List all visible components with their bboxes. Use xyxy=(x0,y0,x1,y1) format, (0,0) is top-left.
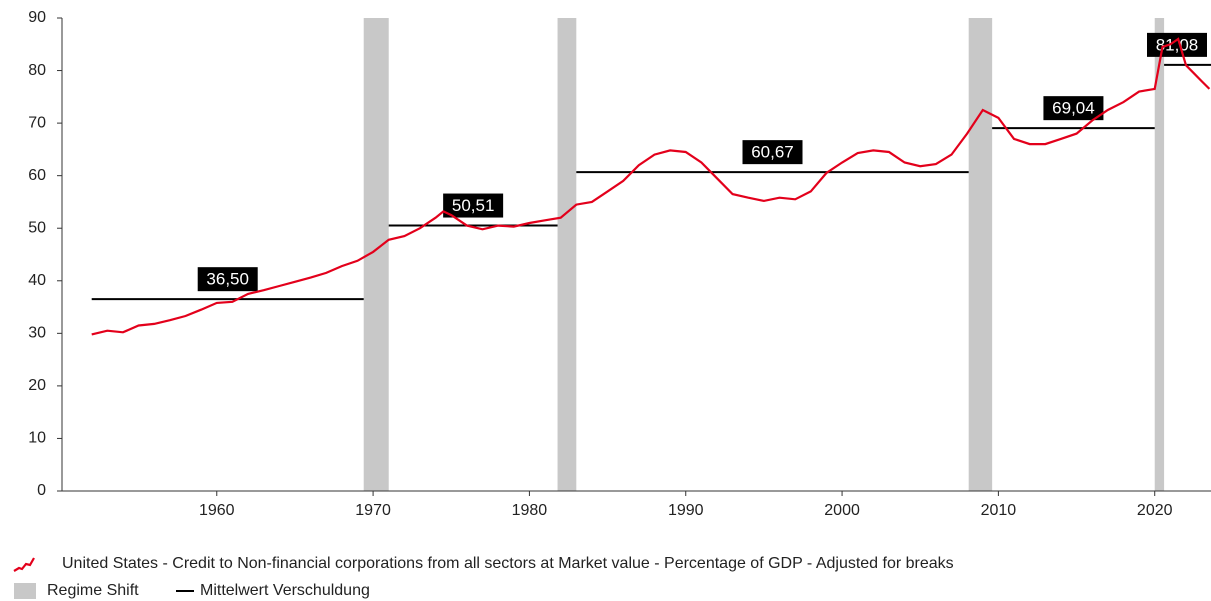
legend-line-icon xyxy=(13,557,35,572)
data-line xyxy=(91,37,1211,336)
mean-label: 50,51 xyxy=(443,193,504,218)
y-tick-label: 20 xyxy=(28,377,46,394)
mean-label-text: 36,50 xyxy=(206,270,249,289)
mean-label: 36,50 xyxy=(197,267,258,292)
legend-label: Regime Shift xyxy=(47,582,139,599)
x-tick-label: 2020 xyxy=(1137,502,1173,519)
y-tick-label: 90 xyxy=(28,9,46,26)
regime-shift-band xyxy=(968,18,993,491)
y-tick-label: 70 xyxy=(28,114,46,131)
mean-label-text: 81,08 xyxy=(1156,35,1199,54)
mean-label-box xyxy=(443,193,504,218)
legend-label: Mittelwert Verschuldung xyxy=(200,582,370,599)
y-tick-label: 0 xyxy=(37,482,46,499)
mean-label: 81,08 xyxy=(1147,32,1207,57)
mean-label-box xyxy=(742,140,803,165)
x-tick-label: 2010 xyxy=(981,502,1017,519)
x-tick-label: 1980 xyxy=(512,502,548,519)
mean-label-box xyxy=(1043,96,1104,121)
regime-shift-band xyxy=(1154,18,1165,491)
x-tick-label: 1990 xyxy=(668,502,704,519)
mean-label-text: 60,67 xyxy=(751,143,794,162)
y-tick-label: 10 xyxy=(28,430,46,447)
mean-label-text: 69,04 xyxy=(1052,99,1095,118)
x-tick-label: 1970 xyxy=(355,502,391,519)
mean-label-box xyxy=(197,267,258,292)
mean-label: 60,67 xyxy=(742,140,803,165)
y-tick-label: 50 xyxy=(28,219,46,236)
y-tick-label: 40 xyxy=(28,272,46,289)
y-tick-label: 60 xyxy=(28,167,46,184)
mean-label-text: 50,51 xyxy=(452,196,495,215)
x-tick-label: 1960 xyxy=(199,502,235,519)
legend-swatch xyxy=(14,583,36,599)
y-tick-label: 80 xyxy=(28,62,46,79)
x-tick-label: 2000 xyxy=(824,502,860,519)
mean-label: 69,04 xyxy=(1043,96,1104,121)
regime-shift-band xyxy=(557,18,577,491)
mean-label-box xyxy=(1147,32,1207,57)
legend-label: United States - Credit to Non-financial … xyxy=(62,555,954,572)
y-tick-label: 30 xyxy=(28,325,46,342)
